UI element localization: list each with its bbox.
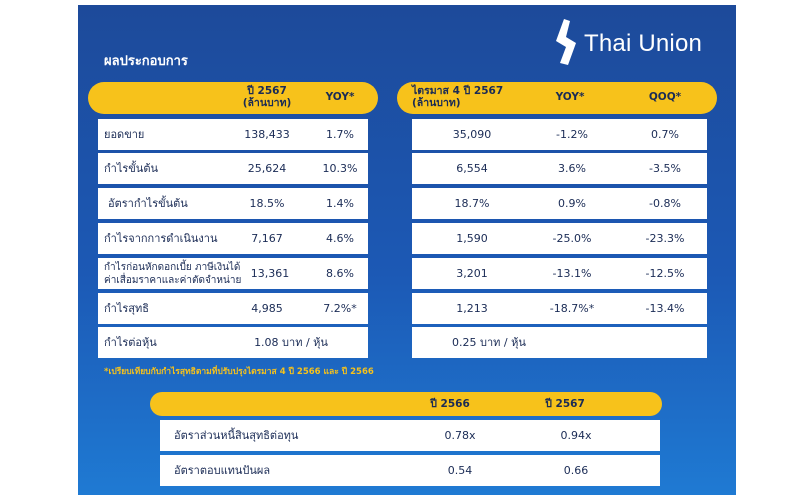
quarterly-row-qoq: -12.5%: [645, 267, 685, 280]
annual-row: กำไรจากการดำเนินงาน 7,167 4.6%: [98, 223, 368, 254]
quarterly-row-yoy: 3.6%: [558, 162, 586, 175]
quarterly-row-qoq: -3.5%: [649, 162, 681, 175]
annual-row-label-line2: ค่าเสื่อมราคาและค่าตัดจำหน่าย: [104, 274, 242, 286]
annual-row-label: อัตรากำไรขั้นต้น: [108, 197, 188, 210]
annual-header-yoy: YOY*: [325, 91, 355, 103]
annual-row-label: ยอดขาย: [104, 128, 145, 141]
annual-row-label: กำไรจากการดำเนินงาน: [104, 232, 218, 245]
quarterly-row-qoq: -0.8%: [649, 197, 681, 210]
ratios-header-2567: ปี 2567: [545, 398, 585, 410]
annual-row: กำไรต่อหุ้น 1.08 บาท / หุ้น: [98, 327, 368, 358]
annual-row-value: 138,433: [244, 128, 290, 141]
ratio-row: อัตราตอบแทนปันผล 0.54 0.66: [160, 455, 660, 486]
annual-row-value: 13,361: [250, 267, 290, 280]
quarterly-row-yoy: -25.0%: [552, 232, 592, 245]
annual-row: อัตรากำไรขั้นต้น 18.5% 1.4%: [98, 188, 368, 219]
quarterly-row: 0.25 บาท / หุ้น: [412, 327, 707, 358]
annual-row: ยอดขาย 138,433 1.7%: [98, 119, 368, 150]
quarterly-row: 18.7% 0.9% -0.8%: [412, 188, 707, 219]
section-title: ผลประกอบการ: [104, 54, 188, 69]
annual-header-year-label: ปี 2567: [247, 85, 287, 97]
quarterly-row-value: 1,590: [456, 232, 488, 245]
annual-row-yoy: 1.4%: [326, 197, 354, 210]
quarterly-row-value: 6,554: [456, 162, 488, 175]
annual-row-label-line1: กำไรก่อนหักดอกเบี้ย ภาษีเงินได้: [104, 261, 241, 273]
annual-row-value: 4,985: [251, 302, 283, 315]
quarterly-row-value: 3,201: [456, 267, 488, 280]
annual-header-unit-label: (ล้านบาท): [242, 97, 292, 109]
annual-row-yoy: 4.6%: [326, 232, 354, 245]
annual-row-label: กำไรก่อนหักดอกเบี้ย ภาษีเงินได้ ค่าเสื่อ…: [104, 258, 244, 289]
annual-header-year: ปี 2567 (ล้านบาท): [222, 85, 312, 109]
quarterly-row: 35,090 -1.2% 0.7%: [412, 119, 707, 150]
thai-union-logo: Thai Union: [550, 17, 720, 71]
quarterly-row-value: 0.25 บาท / หุ้น: [452, 336, 526, 349]
quarterly-row-value: 18.7%: [454, 197, 490, 210]
ratio-row-2566: 0.78x: [444, 429, 476, 442]
quarterly-row-yoy: -13.1%: [552, 267, 592, 280]
annual-row-value: 1.08 บาท / หุ้น: [254, 336, 328, 349]
annual-header-bar: [88, 82, 378, 114]
quarterly-row-yoy: 0.9%: [558, 197, 586, 210]
ratio-row-2567: 0.94x: [560, 429, 592, 442]
quarterly-row: 6,554 3.6% -3.5%: [412, 153, 707, 184]
footnote: *เปรียบเทียบกับกำไรสุทธิตามที่ปรับปรุงไต…: [104, 367, 374, 377]
quarterly-row: 1,213 -18.7%* -13.4%: [412, 293, 707, 324]
ratios-header-bar: [150, 392, 662, 416]
quarterly-row-qoq: -23.3%: [645, 232, 685, 245]
logo-mark-icon: [556, 19, 576, 65]
quarterly-header-yoy: YOY*: [555, 91, 585, 103]
quarterly-row: 3,201 -13.1% -12.5%: [412, 258, 707, 289]
quarterly-header-title: ไตรมาส 4 ปี 2567 (ล้านบาท): [412, 85, 522, 109]
ratio-row-label: อัตราตอบแทนปันผล: [174, 464, 271, 477]
quarterly-row-yoy: -1.2%: [556, 128, 588, 141]
annual-row-value: 25,624: [247, 162, 287, 175]
quarterly-header-qoq: QOQ*: [648, 91, 682, 103]
quarterly-header-bar: [397, 82, 717, 114]
ratio-row: อัตราส่วนหนี้สินสุทธิต่อทุน 0.78x 0.94x: [160, 420, 660, 451]
annual-row: กำไรก่อนหักดอกเบี้ย ภาษีเงินได้ ค่าเสื่อ…: [98, 258, 368, 289]
logo-text: Thai Union: [584, 30, 703, 57]
quarterly-header-unit-label: (ล้านบาท): [412, 97, 461, 109]
quarterly-row-qoq: 0.7%: [651, 128, 679, 141]
ratios-header-2566: ปี 2566: [430, 398, 470, 410]
annual-row-value: 18.5%: [249, 197, 285, 210]
annual-row: กำไรสุทธิ 4,985 7.2%*: [98, 293, 368, 324]
annual-row-yoy: 8.6%: [326, 267, 354, 280]
quarterly-row-value: 1,213: [456, 302, 488, 315]
quarterly-row-qoq: -13.4%: [645, 302, 685, 315]
quarterly-row: 1,590 -25.0% -23.3%: [412, 223, 707, 254]
ratio-row-label: อัตราส่วนหนี้สินสุทธิต่อทุน: [174, 429, 299, 442]
annual-row-label: กำไรต่อหุ้น: [104, 336, 157, 349]
quarterly-header-title-label: ไตรมาส 4 ปี 2567: [412, 85, 504, 97]
annual-row-label: กำไรขั้นต้น: [104, 162, 158, 175]
annual-row: กำไรขั้นต้น 25,624 10.3%: [98, 153, 368, 184]
annual-row-label: กำไรสุทธิ: [104, 302, 149, 315]
quarterly-row-yoy: -18.7%*: [549, 302, 595, 315]
annual-row-yoy: 7.2%*: [323, 302, 357, 315]
ratio-row-2566: 0.54: [447, 464, 473, 477]
quarterly-row-value: 35,090: [452, 128, 492, 141]
annual-row-yoy: 10.3%: [322, 162, 358, 175]
annual-row-value: 7,167: [251, 232, 283, 245]
ratio-row-2567: 0.66: [563, 464, 589, 477]
annual-row-yoy: 1.7%: [326, 128, 354, 141]
